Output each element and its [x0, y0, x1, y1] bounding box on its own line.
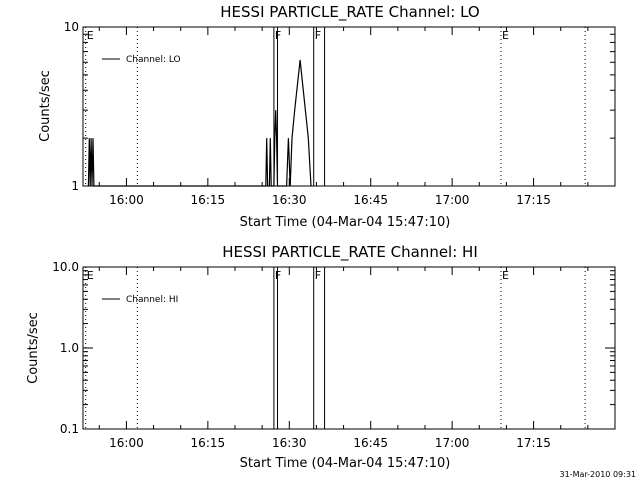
panel-hi-marker-label: E — [87, 269, 94, 282]
panel-lo-title: HESSI PARTICLE_RATE Channel: LO — [220, 3, 479, 22]
panel-hi-marker-label: F — [275, 269, 281, 282]
panel-hi-x-ticks: 16:00 16:15 16:30 16:45 17:00 17:15 — [98, 267, 616, 450]
panel-hi-y-ticks: 0.1 1.0 10.0 — [52, 260, 615, 436]
panel-lo-y-tick-label: 1 — [71, 179, 79, 193]
panel-lo-x-tick-label: 16:15 — [191, 193, 226, 207]
panel-lo-series — [87, 59, 312, 187]
panel-lo-marker-label: E — [502, 29, 509, 42]
panel-hi-marker-label: E — [502, 269, 509, 282]
panel-lo-marker-label: E — [87, 29, 94, 42]
panel-lo-marker-label: F — [275, 29, 281, 42]
panel-lo-legend-label: Channel: LO — [126, 55, 181, 65]
panel-lo-x-tick-label: 16:00 — [109, 193, 144, 207]
panel-hi-y-tick-label: 1.0 — [60, 341, 79, 355]
panel-lo-x-tick-label: 16:45 — [353, 193, 388, 207]
panel-hi-y-axis-label: Counts/sec — [26, 312, 41, 384]
panel-hi-y-tick-label: 10.0 — [52, 260, 79, 274]
panel-lo-y-ticks: 1 10 — [64, 20, 615, 193]
panel-lo-x-axis-label: Start Time (04-Mar-04 15:47:10) — [240, 215, 451, 230]
panel-hi: HESSI PARTICLE_RATE Channel: HI E F F E 16:… — [26, 243, 616, 471]
panel-hi-plot-frame — [82, 266, 616, 430]
panel-lo-x-tick-label: 17:15 — [516, 193, 551, 207]
panel-lo-y-axis-label: Counts/sec — [38, 70, 53, 142]
panel-hi-x-tick-label: 16:00 — [109, 436, 144, 450]
footer-timestamp: 31-Mar-2010 09:31 — [560, 470, 637, 479]
panel-hi-x-tick-label: 16:30 — [272, 436, 307, 450]
panel-hi-legend-label: Channel: HI — [126, 295, 178, 305]
panel-hi-x-tick-label: 16:45 — [353, 436, 388, 450]
panel-hi-x-tick-label: 16:15 — [191, 436, 226, 450]
panel-hi-x-tick-label: 17:00 — [435, 436, 470, 450]
panel-hi-x-tick-label: 17:15 — [516, 436, 551, 450]
panel-lo-plot-frame — [82, 26, 616, 187]
panel-lo-legend: Channel: LO — [102, 55, 181, 65]
panel-hi-x-axis-label: Start Time (04-Mar-04 15:47:10) — [240, 456, 451, 471]
panel-hi-marker-label: F — [315, 269, 321, 282]
panel-lo-x-ticks: 16:00 16:15 16:30 16:45 17:00 17:15 — [98, 27, 616, 207]
panel-hi-y-tick-label: 0.1 — [60, 422, 79, 436]
panel-hi-legend: Channel: HI — [102, 295, 178, 305]
panel-lo-y-tick-label: 10 — [64, 20, 79, 34]
panel-hi-title: HESSI PARTICLE_RATE Channel: HI — [222, 243, 478, 262]
panel-lo-series-line — [87, 59, 312, 187]
panel-lo-x-tick-label: 17:00 — [435, 193, 470, 207]
panel-lo-marker-label: F — [315, 29, 321, 42]
panel-lo: HESSI PARTICLE_RATE Channel: LO E F F E 16:… — [38, 3, 616, 230]
panel-lo-x-tick-label: 16:30 — [272, 193, 307, 207]
